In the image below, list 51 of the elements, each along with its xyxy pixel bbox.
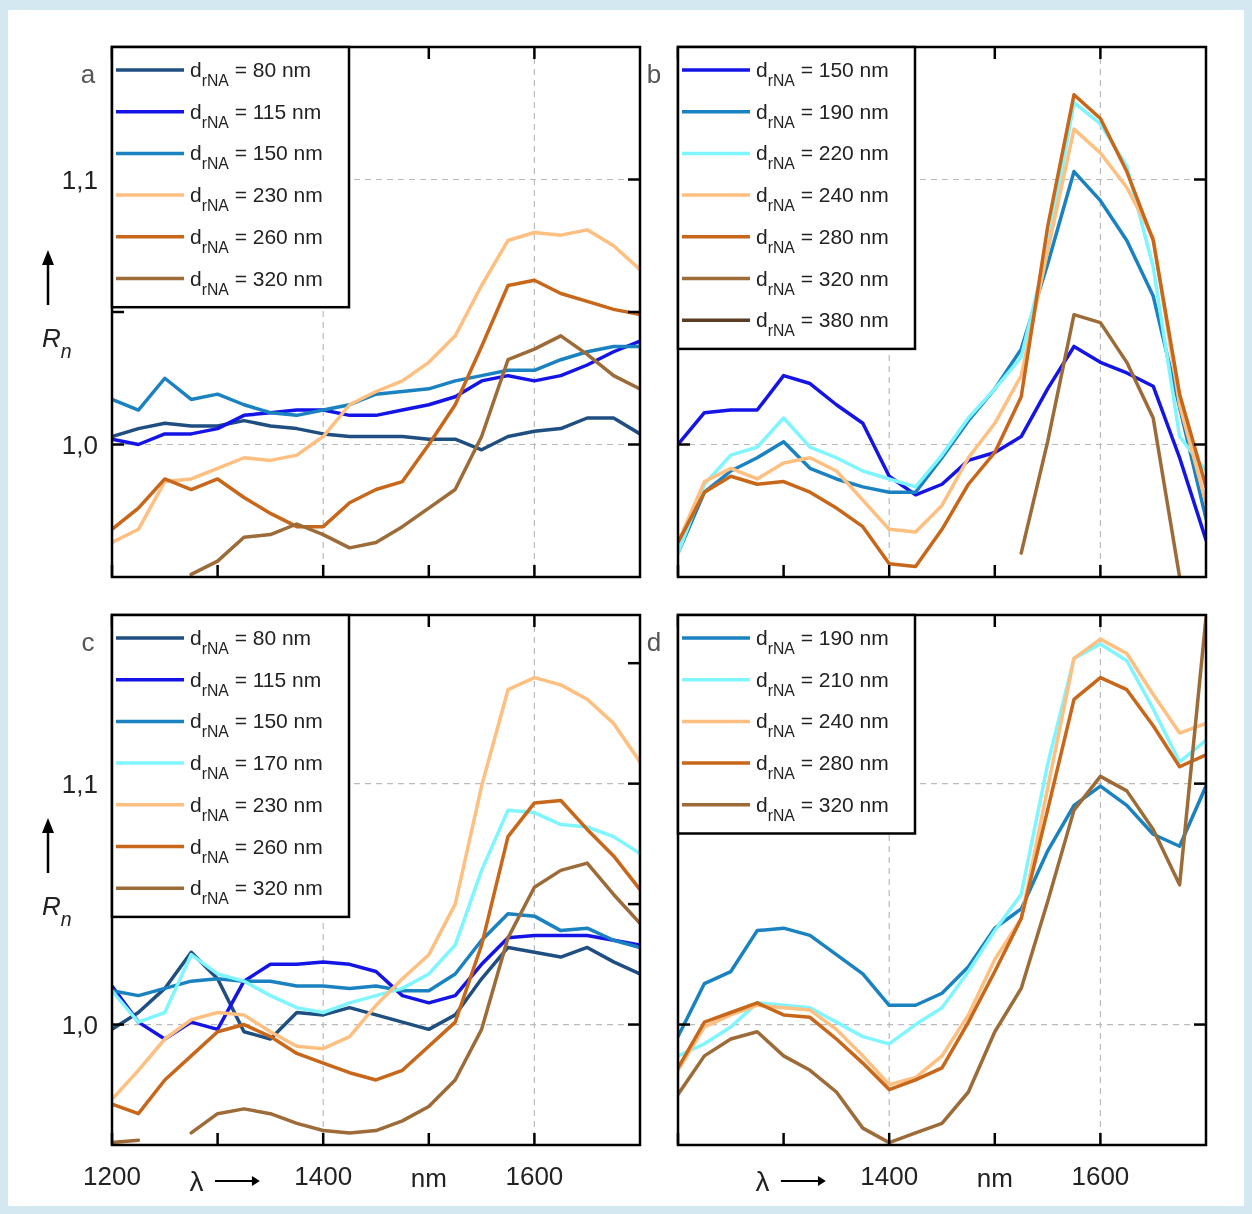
- x-axis-title: λ: [189, 1166, 204, 1197]
- legend-label: d$_{rNA}$ = 230 nm: [190, 792, 323, 824]
- text: nm: [976, 1163, 1013, 1193]
- y-axis-title: R$_{n}$: [42, 323, 72, 362]
- text: b: [646, 59, 662, 89]
- line-series: [112, 798, 640, 1116]
- legend-label: d$_{rNA}$ = 260 nm: [190, 224, 323, 256]
- legend-label: d$_{rNA}$ = 170 nm: [190, 751, 323, 782]
- legend-label: d$_{rNA}$ = 150 nm: [756, 58, 889, 89]
- legend-label: d$_{rNA}$ = 280 nm: [756, 224, 889, 256]
- legend-label: d$_{rNA}$ = 150 nm: [190, 141, 323, 172]
- line-series: [112, 416, 640, 452]
- y-tick-label: 1,1: [61, 164, 98, 195]
- legend-label: d$_{rNA}$ = 260 nm: [190, 834, 323, 865]
- x-axis-title: λ: [755, 1166, 770, 1197]
- y-tick-label: 1,1: [61, 768, 98, 799]
- line-series: [112, 911, 640, 998]
- text: c: [81, 627, 95, 657]
- y-tick-label: 1,0: [61, 429, 98, 460]
- text: a: [80, 59, 96, 89]
- line-series: [112, 228, 640, 545]
- legend-label: d$_{rNA}$ = 380 nm: [756, 308, 889, 339]
- legend-label: d$_{rNA}$ = 320 nm: [190, 876, 323, 907]
- line-series: [112, 339, 640, 447]
- legend-label: d$_{rNA}$ = 80 nm: [190, 58, 312, 89]
- legend-label: d$_{rNA}$ = 320 nm: [756, 792, 889, 824]
- text: d: [646, 627, 662, 657]
- x-tick-label: 1400: [860, 1161, 919, 1191]
- legend-label: d$_{rNA}$ = 190 nm: [756, 99, 889, 131]
- legend-label: d$_{rNA}$ = 320 nm: [190, 266, 323, 297]
- legend-label: d$_{rNA}$ = 320 nm: [756, 266, 889, 297]
- x-tick-label: 1600: [1071, 1161, 1130, 1191]
- legend-label: d$_{rNA}$ = 230 nm: [190, 183, 323, 214]
- legend-label: d$_{rNA}$ = 210 nm: [756, 667, 889, 699]
- line-series: [112, 344, 640, 418]
- legend-label: d$_{rNA}$ = 240 nm: [756, 183, 889, 214]
- text: nm: [410, 1163, 447, 1193]
- legend-label: d$_{rNA}$ = 150 nm: [190, 709, 323, 740]
- legend-label: d$_{rNA}$ = 190 nm: [756, 626, 889, 657]
- x-tick-label: 1600: [505, 1161, 564, 1191]
- legend-label: d$_{rNA}$ = 220 nm: [756, 141, 889, 172]
- x-tick-label: 1200: [83, 1161, 141, 1191]
- line-series: [189, 334, 640, 577]
- legend-label: d$_{rNA}$ = 80 nm: [190, 626, 312, 657]
- legend-label: d$_{rNA}$ = 240 nm: [756, 709, 889, 740]
- y-tick-label: 1,0: [61, 1009, 98, 1040]
- legend-label: d$_{rNA}$ = 115 nm: [190, 667, 322, 699]
- legend-label: d$_{rNA}$ = 115 nm: [190, 99, 322, 131]
- y-axis-title: R$_{n}$: [42, 891, 72, 930]
- x-tick-label: 1400: [294, 1161, 353, 1191]
- legend-label: d$_{rNA}$ = 280 nm: [756, 751, 889, 782]
